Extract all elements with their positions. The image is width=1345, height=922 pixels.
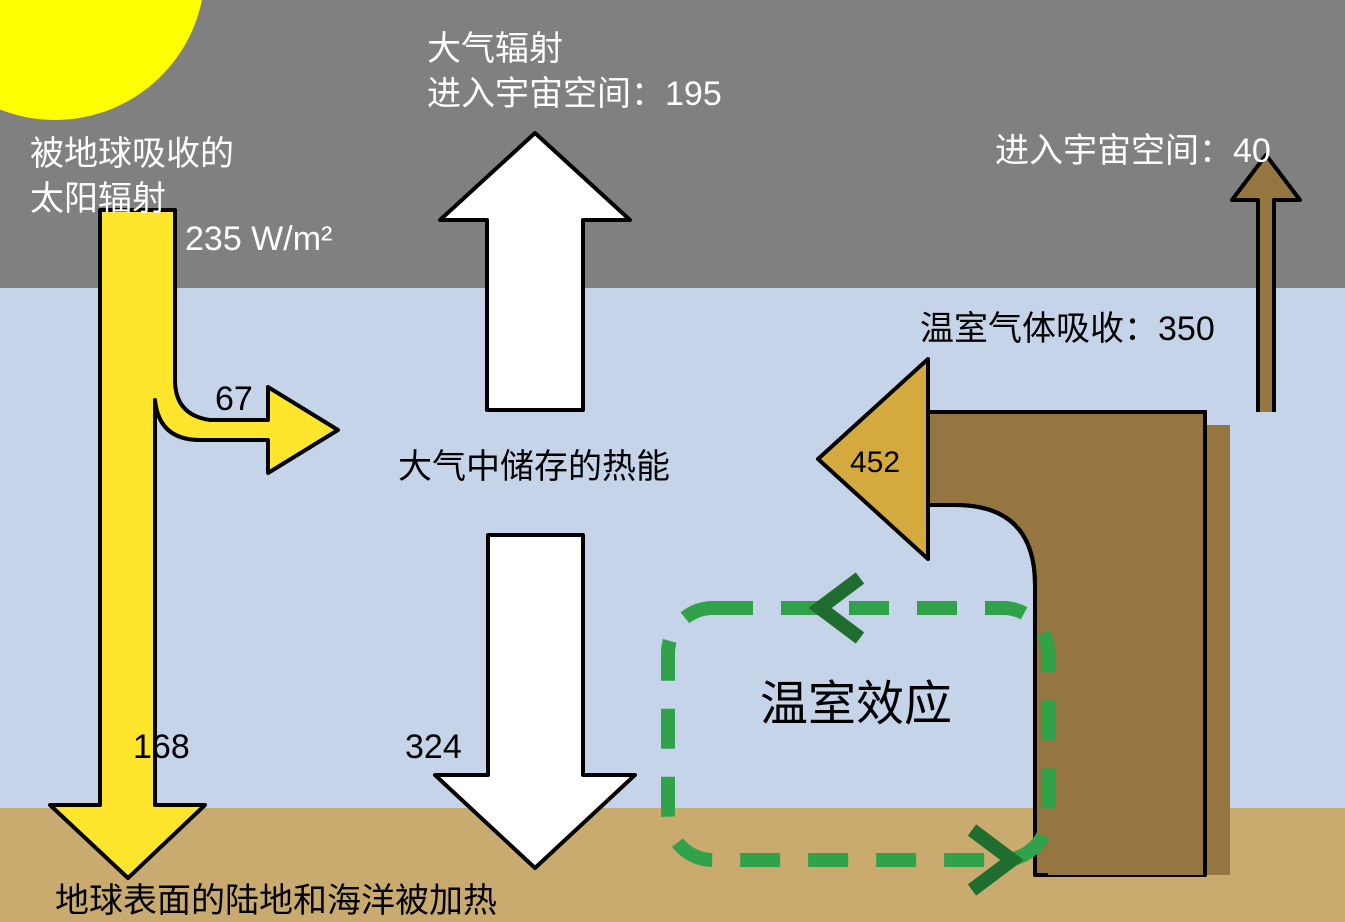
greenhouse-effect-label: 温室效应 [760,678,952,731]
value-67: 67 [215,380,253,418]
escape-to-space-label: 进入宇宙空间：40 [995,132,1271,170]
value-324: 324 [405,728,462,766]
atmospheric-radiation-label-2: 进入宇宙空间：195 [427,75,722,113]
greenhouse-effect-diagram: 大气辐射 进入宇宙空间：195 进入宇宙空间：40 被地球吸收的 太阳辐射 23… [0,0,1345,922]
stored-heat-label: 大气中储存的热能 [398,448,670,486]
atmospheric-radiation-label-1: 大气辐射 [427,30,563,68]
greenhouse-gas-absorb-label: 温室气体吸收：350 [920,310,1215,348]
value-168: 168 [133,728,190,766]
incoming-value-label: 235 W/m² [185,220,332,258]
absorbed-by-earth-label-2: 太阳辐射 [30,180,166,218]
value-452: 452 [850,446,900,479]
absorbed-by-earth-label-1: 被地球吸收的 [30,135,234,173]
surface-heated-label: 地球表面的陆地和海洋被加热 [55,882,497,920]
